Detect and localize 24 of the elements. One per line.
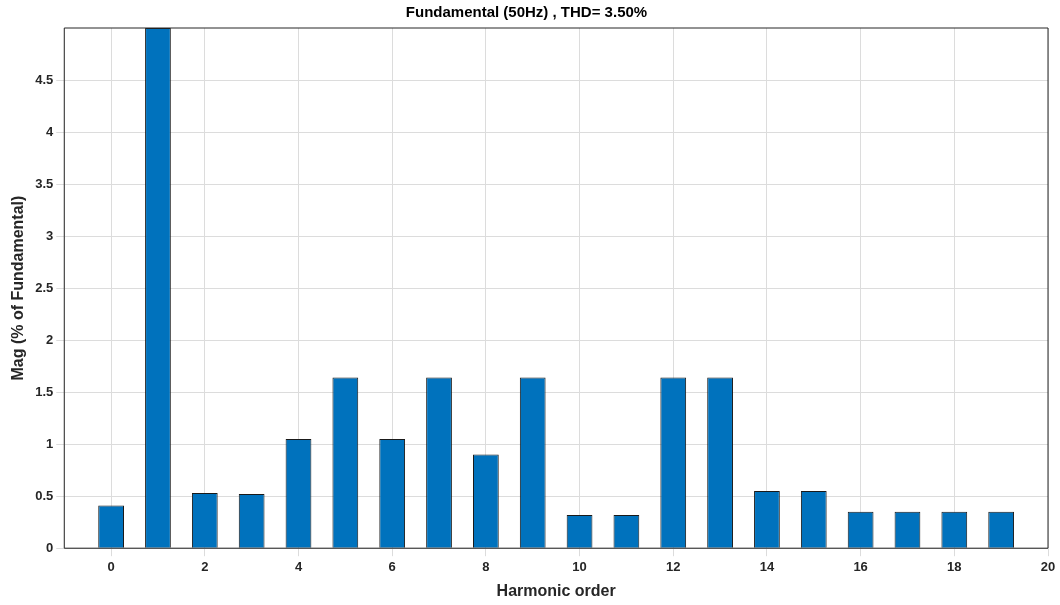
- x-tick-label: 18: [947, 558, 962, 574]
- y-tick-label: 2: [46, 331, 54, 347]
- y-axis-title: Mag (% of Fundamental): [9, 195, 27, 381]
- x-tick-label: 0: [107, 558, 115, 574]
- y-tick-label: 4: [46, 123, 55, 139]
- x-axis-title: Harmonic order: [496, 581, 616, 599]
- x-tick-label: 12: [666, 558, 681, 574]
- y-tick-label: 3.5: [35, 175, 54, 191]
- x-tick-label: 8: [482, 558, 490, 574]
- x-tick-label: 20: [1040, 558, 1056, 574]
- y-tick-label: 1: [46, 435, 54, 451]
- y-tick-label: 2.5: [35, 279, 54, 295]
- y-tick-label: 1.5: [35, 383, 54, 399]
- x-tick-label: 16: [853, 558, 868, 574]
- y-tick-label: 0: [46, 539, 54, 555]
- x-tick-label: 14: [759, 558, 775, 574]
- x-tick-label: 6: [388, 558, 396, 574]
- y-tick-label: 3: [46, 227, 54, 243]
- x-tick-label: 4: [294, 558, 303, 574]
- chart-title: Fundamental (50Hz) , THD= 3.50%: [405, 3, 648, 21]
- x-tick-label: 2: [201, 558, 209, 574]
- y-tick-label: 0.5: [35, 487, 54, 503]
- y-tick-label: 4.5: [35, 71, 54, 87]
- x-tick-label: 10: [572, 558, 587, 574]
